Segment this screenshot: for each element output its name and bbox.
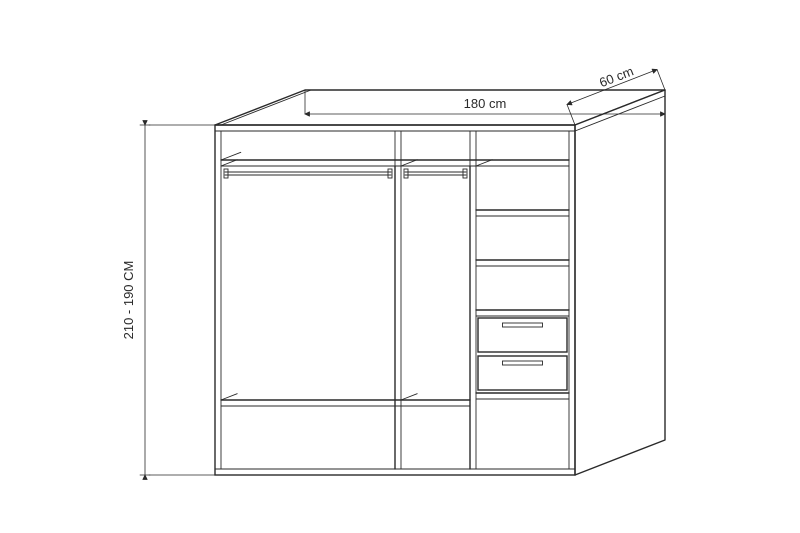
dimension-height-label: 210 - 190 CM bbox=[121, 261, 136, 340]
wardrobe-technical-drawing: 210 - 190 CM 180 cm 60 cm bbox=[0, 0, 800, 533]
dimension-width-label: 180 cm bbox=[464, 96, 507, 111]
dimension-depth-label: 60 cm bbox=[597, 63, 635, 90]
